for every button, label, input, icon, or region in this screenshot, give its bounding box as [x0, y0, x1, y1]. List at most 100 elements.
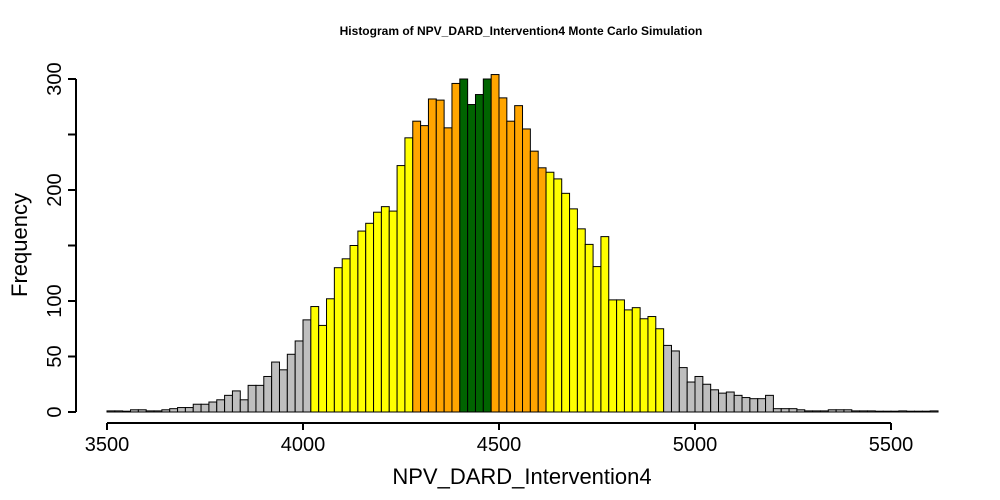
histogram-bar	[600, 236, 610, 413]
histogram-bar	[412, 120, 422, 413]
histogram-bar	[263, 375, 273, 413]
x-tick-label: 4000	[281, 434, 326, 456]
histogram-bar	[921, 410, 931, 413]
y-tick-label: 300	[44, 62, 66, 95]
histogram-bar	[851, 410, 861, 413]
histogram-bar	[396, 165, 406, 413]
histogram-bar	[459, 78, 469, 413]
histogram-bar	[741, 397, 751, 413]
histogram-bar	[130, 409, 139, 413]
histogram-bar	[294, 340, 304, 413]
histogram-bar	[451, 82, 461, 413]
histogram-bar	[819, 410, 829, 413]
histogram-bar	[224, 394, 233, 413]
histogram-bar	[106, 410, 116, 413]
histogram-bar	[561, 192, 571, 413]
histogram-bar	[710, 389, 720, 413]
y-tick-label: 200	[44, 173, 66, 206]
histogram-bar	[420, 125, 429, 413]
x-tick-label: 3500	[85, 434, 130, 456]
histogram-bar	[592, 266, 602, 413]
chart-title: Histogram of NPV_DARD_Intervention4 Mont…	[340, 24, 703, 38]
histogram-bar	[678, 367, 688, 413]
histogram-bar	[812, 410, 821, 413]
histogram-bar	[529, 150, 539, 413]
histogram-bar	[443, 127, 453, 413]
histogram-bar	[216, 399, 226, 413]
histogram-bar	[670, 350, 680, 413]
histogram-bar	[702, 383, 712, 413]
histogram-bar	[278, 369, 288, 413]
histogram-bar	[271, 361, 280, 413]
histogram-bar	[208, 401, 218, 413]
histogram-bar	[286, 353, 296, 413]
histogram-bar	[427, 98, 437, 413]
histogram-bar	[373, 211, 382, 413]
histogram-bar	[772, 408, 782, 413]
histogram-bar	[404, 137, 414, 413]
histogram-bar	[255, 384, 265, 413]
histogram-bar	[663, 344, 672, 413]
x-axis: 3500 4000 4500 5000 5500	[85, 422, 913, 456]
histogram-bar	[490, 74, 500, 413]
histogram-bar	[765, 394, 774, 413]
histogram-bar	[474, 94, 484, 413]
histogram-bar	[239, 399, 249, 413]
histogram-bar	[247, 384, 257, 413]
histogram-bar	[506, 120, 516, 413]
histogram-bar	[623, 309, 633, 413]
histogram-bar	[796, 409, 806, 413]
histogram-bar	[890, 410, 900, 413]
histogram-bar	[882, 410, 892, 413]
histogram-bar	[153, 410, 163, 413]
y-tick-label: 50	[44, 345, 66, 367]
histogram-bar	[318, 324, 328, 413]
histogram-bar	[914, 410, 923, 413]
histogram-bar	[467, 104, 476, 413]
histogram-bar	[804, 410, 814, 413]
x-tick-label: 5000	[673, 434, 718, 456]
histogram-bar	[310, 306, 320, 413]
histogram-bar	[380, 206, 390, 413]
histogram-bars	[106, 74, 939, 413]
histogram-bar	[827, 409, 837, 413]
histogram-bar	[906, 410, 916, 413]
histogram-bar	[341, 258, 351, 413]
histogram-bar	[357, 230, 367, 413]
histogram-bar	[859, 410, 868, 413]
histogram-bar	[388, 210, 398, 413]
histogram-bar	[137, 409, 147, 413]
histogram-bar	[435, 99, 445, 413]
histogram-bar	[718, 392, 727, 413]
histogram-bar	[114, 410, 124, 413]
y-tick-label: 100	[44, 284, 66, 317]
x-axis-label: NPV_DARD_Intervention4	[392, 464, 651, 489]
histogram-bar	[326, 298, 335, 413]
x-tick-label: 4500	[477, 434, 522, 456]
histogram-bar	[584, 243, 594, 413]
histogram-bar	[169, 408, 179, 413]
histogram-bar	[177, 407, 186, 413]
histogram-bar	[757, 398, 767, 413]
histogram-bar	[686, 381, 696, 413]
histogram-bar	[733, 394, 743, 413]
y-axis-label: Frequency	[7, 193, 32, 297]
histogram-bar	[333, 267, 343, 413]
histogram-bar	[835, 409, 845, 413]
histogram-bar	[231, 390, 241, 413]
histogram-bar	[788, 408, 798, 413]
histogram-bar	[514, 105, 524, 413]
histogram-bar	[655, 328, 665, 413]
histogram-bar	[184, 407, 194, 413]
histogram-bar	[616, 299, 625, 413]
histogram-bar	[161, 409, 171, 413]
histogram-bar	[537, 167, 547, 413]
histogram-bar	[349, 245, 359, 413]
histogram-bar	[631, 307, 641, 413]
histogram-bar	[576, 228, 586, 413]
histogram-bar	[145, 410, 155, 413]
histogram-bar	[122, 410, 132, 413]
histogram-bar	[898, 410, 908, 413]
histogram-bar	[843, 409, 853, 413]
